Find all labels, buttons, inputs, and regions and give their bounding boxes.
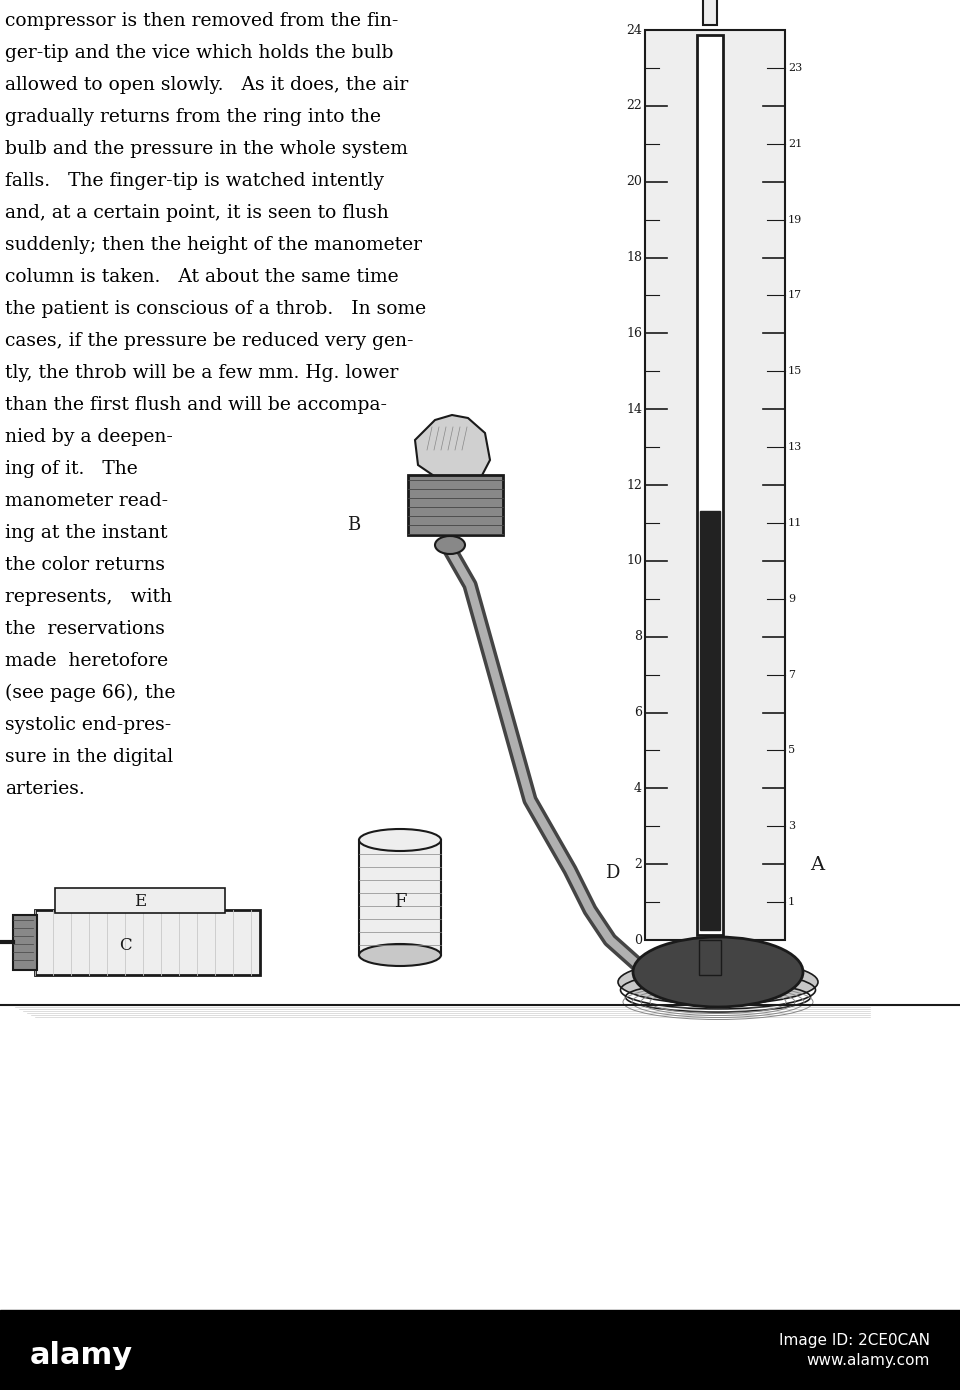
Text: 18: 18	[626, 252, 642, 264]
Bar	[55, 888, 225, 913]
Text: 15: 15	[788, 366, 803, 377]
Text: 22: 22	[626, 99, 642, 113]
Text: cases, if the pressure be reduced very gen-: cases, if the pressure be reduced very g…	[5, 332, 414, 350]
Polygon shape	[415, 416, 490, 486]
Text: made  heretofore: made heretofore	[5, 652, 168, 670]
Text: Image ID: 2CE0CAN: Image ID: 2CE0CAN	[779, 1333, 930, 1347]
Text: 5: 5	[788, 745, 795, 755]
Text: 23: 23	[788, 63, 803, 72]
Text: 4: 4	[634, 781, 642, 795]
Text: 6: 6	[634, 706, 642, 719]
Ellipse shape	[359, 828, 441, 851]
Text: 0: 0	[634, 934, 642, 947]
Text: the  reservations: the reservations	[5, 620, 165, 638]
Text: 9: 9	[788, 594, 795, 603]
Bar	[645, 31, 785, 940]
Text: 20: 20	[626, 175, 642, 188]
Text: ing at the instant: ing at the instant	[5, 524, 167, 542]
Text: alamy: alamy	[30, 1340, 133, 1369]
Text: C: C	[119, 937, 132, 954]
Text: 10: 10	[626, 555, 642, 567]
Bar	[697, 35, 723, 935]
Text: 1: 1	[788, 897, 795, 908]
Bar	[359, 840, 441, 955]
Text: systolic end-pres-: systolic end-pres-	[5, 716, 171, 734]
Text: arteries.: arteries.	[5, 780, 84, 798]
Bar	[700, 512, 720, 930]
Text: gradually returns from the ring into the: gradually returns from the ring into the	[5, 108, 381, 126]
Text: suddenly; then the height of the manometer: suddenly; then the height of the manomet…	[5, 236, 422, 254]
Text: 13: 13	[788, 442, 803, 452]
Text: represents,   with: represents, with	[5, 588, 172, 606]
Text: the color returns: the color returns	[5, 556, 165, 574]
Text: A: A	[810, 856, 824, 874]
Text: ger-tip and the vice which holds the bulb: ger-tip and the vice which holds the bul…	[5, 44, 394, 63]
Text: manometer read-: manometer read-	[5, 492, 168, 510]
Text: www.alamy.com: www.alamy.com	[806, 1352, 930, 1368]
Text: compressor is then removed from the fin-: compressor is then removed from the fin-	[5, 13, 398, 31]
Text: F: F	[394, 892, 406, 910]
Text: the patient is conscious of a throb.   In some: the patient is conscious of a throb. In …	[5, 300, 426, 318]
Text: column is taken.   At about the same time: column is taken. At about the same time	[5, 268, 398, 286]
Text: than the first flush and will be accompa-: than the first flush and will be accompa…	[5, 396, 387, 414]
Text: B: B	[347, 516, 360, 534]
Ellipse shape	[435, 537, 465, 555]
Bar	[703, 0, 717, 25]
Text: 7: 7	[788, 670, 795, 680]
Text: E: E	[133, 892, 146, 909]
Text: 11: 11	[788, 518, 803, 528]
Text: 14: 14	[626, 403, 642, 416]
Text: allowed to open slowly.   As it does, the air: allowed to open slowly. As it does, the …	[5, 76, 408, 95]
Text: nied by a deepen-: nied by a deepen-	[5, 428, 173, 446]
Bar	[408, 475, 503, 535]
Text: 21: 21	[788, 139, 803, 149]
Bar	[0, 1309, 960, 1390]
Text: bulb and the pressure in the whole system: bulb and the pressure in the whole syste…	[5, 140, 408, 158]
Text: 3: 3	[788, 821, 795, 831]
Text: 2: 2	[635, 858, 642, 870]
Text: 24: 24	[626, 24, 642, 36]
Text: D: D	[605, 865, 619, 883]
Text: 17: 17	[788, 291, 803, 300]
Ellipse shape	[633, 937, 803, 1006]
Ellipse shape	[359, 944, 441, 966]
Text: falls.   The finger-tip is watched intently: falls. The finger-tip is watched intentl…	[5, 172, 384, 190]
Bar	[699, 940, 721, 974]
Text: tly, the throb will be a few mm. Hg. lower: tly, the throb will be a few mm. Hg. low…	[5, 364, 398, 382]
Text: 19: 19	[788, 214, 803, 225]
Text: 16: 16	[626, 327, 642, 339]
Text: 12: 12	[626, 478, 642, 492]
Ellipse shape	[618, 959, 818, 1005]
Text: (see page 66), the: (see page 66), the	[5, 684, 176, 702]
Text: 8: 8	[634, 630, 642, 644]
Bar	[13, 915, 37, 970]
Bar	[35, 910, 260, 974]
Text: ing of it.   The: ing of it. The	[5, 460, 137, 478]
Text: sure in the digital: sure in the digital	[5, 748, 173, 766]
Text: and, at a certain point, it is seen to flush: and, at a certain point, it is seen to f…	[5, 204, 389, 222]
